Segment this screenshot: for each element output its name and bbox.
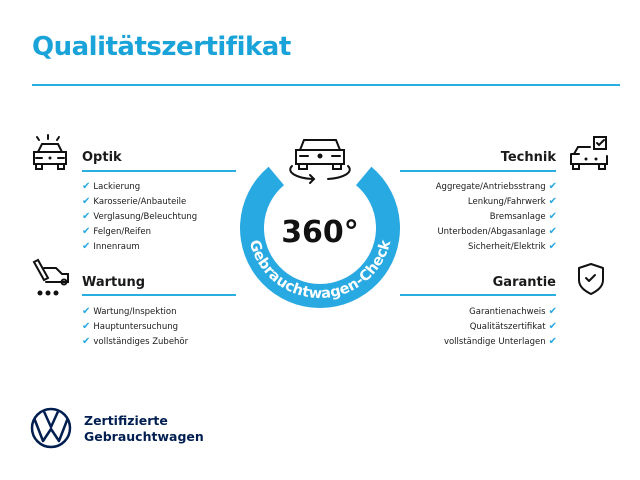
check-icon: ✔ xyxy=(548,241,557,252)
check-icon: ✔ xyxy=(548,321,557,332)
check-icon: ✔ xyxy=(82,226,91,237)
brand-line1: Zertifizierte xyxy=(84,413,168,428)
car-checkbox-icon xyxy=(570,136,608,170)
check-icon: ✔ xyxy=(82,241,91,252)
check-icon: ✔ xyxy=(548,181,557,192)
check-360-badge: Gebrauchtwagen-Check 360° xyxy=(240,139,401,309)
check-icon: ✔ xyxy=(548,336,557,347)
list-item: ✔ Wartung/Inspektion xyxy=(82,306,177,317)
garantie-divider xyxy=(400,294,556,296)
brand-line2: Gebrauchtwagen xyxy=(84,429,204,444)
car-rotate-icon xyxy=(289,139,351,184)
list-item: Garantienachweis ✔ xyxy=(469,306,557,317)
optik-list: ✔ Lackierung ✔ Karosserie/Anbauteile ✔ Verg… xyxy=(82,179,197,254)
list-item: ✔ vollständiges Zubehör xyxy=(82,336,189,347)
technik-list: Aggregate/Antriebsstrang ✔ Lenkung/Fahrwe… xyxy=(436,179,557,254)
list-item: ✔ Lackierung xyxy=(82,181,141,192)
page-title: Qualitätszertifikat xyxy=(32,32,291,62)
check-icon: ✔ xyxy=(82,336,91,347)
wartung-list: ✔ Wartung/Inspektion ✔ Hauptuntersuchung ✔… xyxy=(82,304,188,349)
vw-logo xyxy=(30,407,72,449)
list-item: ✔ Karosserie/Anbauteile xyxy=(82,196,187,207)
list-item: Qualitätszertifikat ✔ xyxy=(469,321,557,332)
check-icon: ✔ xyxy=(548,196,557,207)
check-icon: ✔ xyxy=(82,181,91,192)
list-item: ✔ Innenraum xyxy=(82,241,140,252)
check-icon: ✔ xyxy=(548,306,557,317)
list-item: Aggregate/Antriebsstrang ✔ xyxy=(435,181,557,192)
badge-value: 360° xyxy=(281,215,359,250)
section-title-technik: Technik xyxy=(500,150,556,165)
list-item: ✔ Hauptuntersuchung xyxy=(82,321,178,332)
brand-text: Zertifizierte Gebrauchtwagen xyxy=(84,413,204,445)
list-item: Bremsanlage ✔ xyxy=(489,211,557,222)
list-item: vollständige Unterlagen ✔ xyxy=(443,336,557,347)
garantie-list: Garantienachweis ✔ Qualitätszertifikat ✔ v… xyxy=(444,304,557,349)
check-icon: ✔ xyxy=(82,306,91,317)
technik-divider xyxy=(400,170,556,172)
shield-check-icon xyxy=(578,263,604,295)
section-title-garantie: Garantie xyxy=(492,275,556,290)
wartung-divider xyxy=(82,294,236,296)
badge-ring xyxy=(240,166,401,309)
section-title-wartung: Wartung xyxy=(82,275,146,290)
check-icon: ✔ xyxy=(82,196,91,207)
car-lights-icon xyxy=(33,134,67,170)
title-divider xyxy=(32,84,620,86)
list-item: Sicherheit/Elektrik ✔ xyxy=(468,241,557,252)
list-item: Unterboden/Abgasanlage ✔ xyxy=(437,226,557,237)
check-icon: ✔ xyxy=(548,211,557,222)
list-item: ✔ Felgen/Reifen xyxy=(82,226,152,237)
list-item: Lenkung/Fahrwerk ✔ xyxy=(467,196,557,207)
check-icon: ✔ xyxy=(82,321,91,332)
list-item: ✔ Verglasung/Beleuchtung xyxy=(82,211,198,222)
section-title-optik: Optik xyxy=(82,150,122,165)
service-truck-icon xyxy=(32,258,69,296)
check-icon: ✔ xyxy=(82,211,91,222)
check-icon: ✔ xyxy=(548,226,557,237)
optik-divider xyxy=(82,170,236,172)
